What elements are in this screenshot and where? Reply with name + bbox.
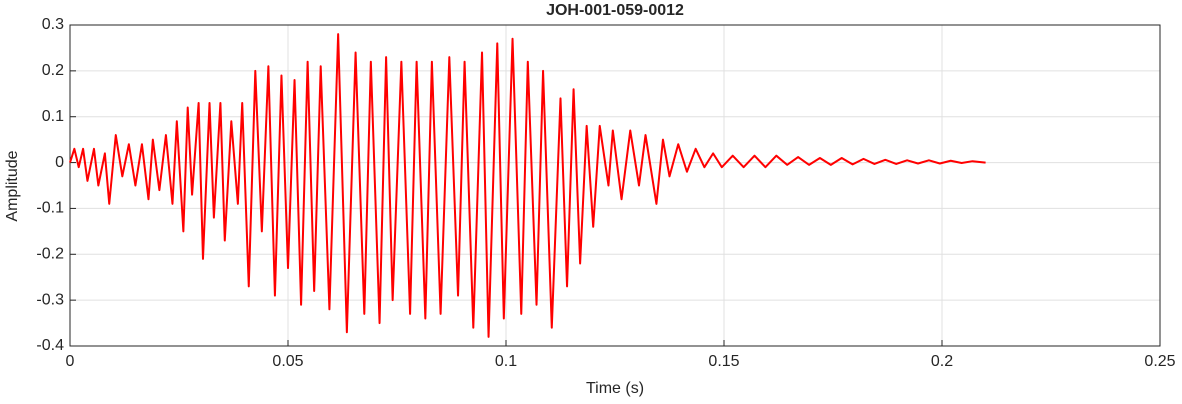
x-tick-label: 0.2 xyxy=(931,353,953,370)
line-series xyxy=(69,33,986,338)
y-tick-label: 0.2 xyxy=(42,62,64,79)
y-tick-label: -0.3 xyxy=(36,291,64,308)
y-tick-label: 0 xyxy=(55,154,64,171)
y-tick-label: -0.2 xyxy=(36,246,64,263)
x-tick-label: 0 xyxy=(66,353,75,370)
chart-title: JOH-001-059-0012 xyxy=(546,2,684,19)
x-tick-label: 0.05 xyxy=(272,353,303,370)
x-tick-label: 0.1 xyxy=(495,353,517,370)
y-tick-label: 0.3 xyxy=(42,16,64,33)
x-tick-label: 0.25 xyxy=(1144,353,1175,370)
x-axis-label: Time (s) xyxy=(586,380,644,397)
y-axis-label: Amplitude xyxy=(4,150,21,221)
y-tick-label: 0.1 xyxy=(42,108,64,125)
plot-frame xyxy=(69,24,1161,347)
y-tick-label: -0.4 xyxy=(36,337,64,354)
x-tick-label: 0.15 xyxy=(708,353,739,370)
y-tick-label: -0.1 xyxy=(36,200,64,217)
